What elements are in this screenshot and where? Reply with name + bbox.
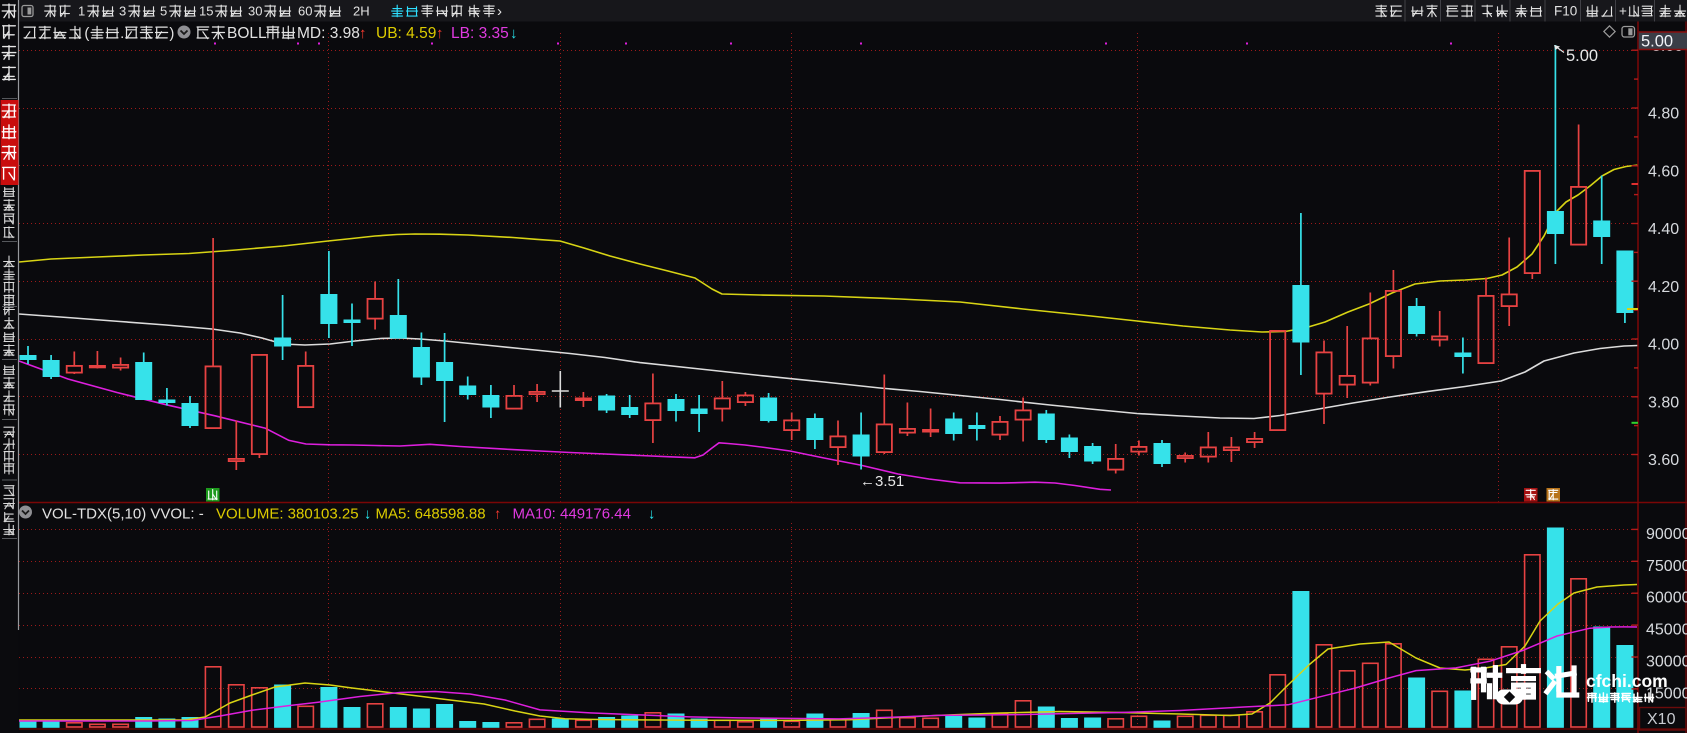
svg-text:4.00: 4.00 [1648,337,1679,354]
svg-text:←3.51: ←3.51 [860,473,904,490]
svg-text:3.60: 3.60 [1648,452,1679,469]
svg-text:75000: 75000 [1646,558,1687,575]
svg-text:15000: 15000 [1646,685,1687,702]
svg-text:LB: 3.35: LB: 3.35 [451,25,509,42]
svg-text:5.00: 5.00 [1641,33,1673,51]
svg-text:↓: ↓ [510,25,518,42]
svg-text:↓: ↓ [648,507,655,523]
svg-text:30000: 30000 [1646,654,1687,671]
svg-text:↑: ↑ [436,25,444,42]
svg-text:3: 3 [119,4,126,19]
svg-text:VOLUME: 380103.25: VOLUME: 380103.25 [216,506,359,523]
svg-text:30: 30 [248,4,262,19]
svg-text:2H: 2H [353,4,370,19]
svg-text:↑: ↑ [359,25,367,42]
svg-text:60: 60 [298,4,312,19]
svg-text:MA5: 648598.88: MA5: 648598.88 [376,506,486,523]
svg-text:↓: ↓ [364,507,371,523]
svg-text:1: 1 [78,4,85,19]
svg-text:MA10: 449176.44: MA10: 449176.44 [513,506,631,523]
svg-text:(: ( [84,25,89,42]
svg-text:›: › [497,3,502,20]
svg-text:15: 15 [199,4,213,19]
svg-text:X10: X10 [1647,711,1676,728]
svg-text:45000: 45000 [1646,622,1687,639]
svg-text:↑: ↑ [494,507,501,523]
svg-text:5.00: 5.00 [1566,47,1598,65]
svg-text:4.80: 4.80 [1648,106,1679,123]
svg-text:+: + [1619,4,1627,19]
svg-text:5: 5 [160,4,167,19]
svg-text:MD: 3.98: MD: 3.98 [297,25,360,42]
svg-text:4.60: 4.60 [1648,163,1679,180]
svg-text:UB: 4.59: UB: 4.59 [376,25,436,42]
svg-text:4.20: 4.20 [1648,279,1679,296]
svg-text:BOLL: BOLL [227,25,267,42]
svg-text:): ) [169,25,174,42]
svg-text:VOL-TDX(5,10) VVOL: -: VOL-TDX(5,10) VVOL: - [42,506,204,523]
svg-text:90000: 90000 [1646,526,1687,543]
svg-text:.: . [120,25,124,42]
svg-text:60000: 60000 [1646,590,1687,607]
svg-text:F10: F10 [1554,4,1577,19]
svg-text:3.80: 3.80 [1648,394,1679,411]
svg-text:cfchi.com: cfchi.com [1586,671,1668,691]
svg-text:4.40: 4.40 [1648,221,1679,238]
